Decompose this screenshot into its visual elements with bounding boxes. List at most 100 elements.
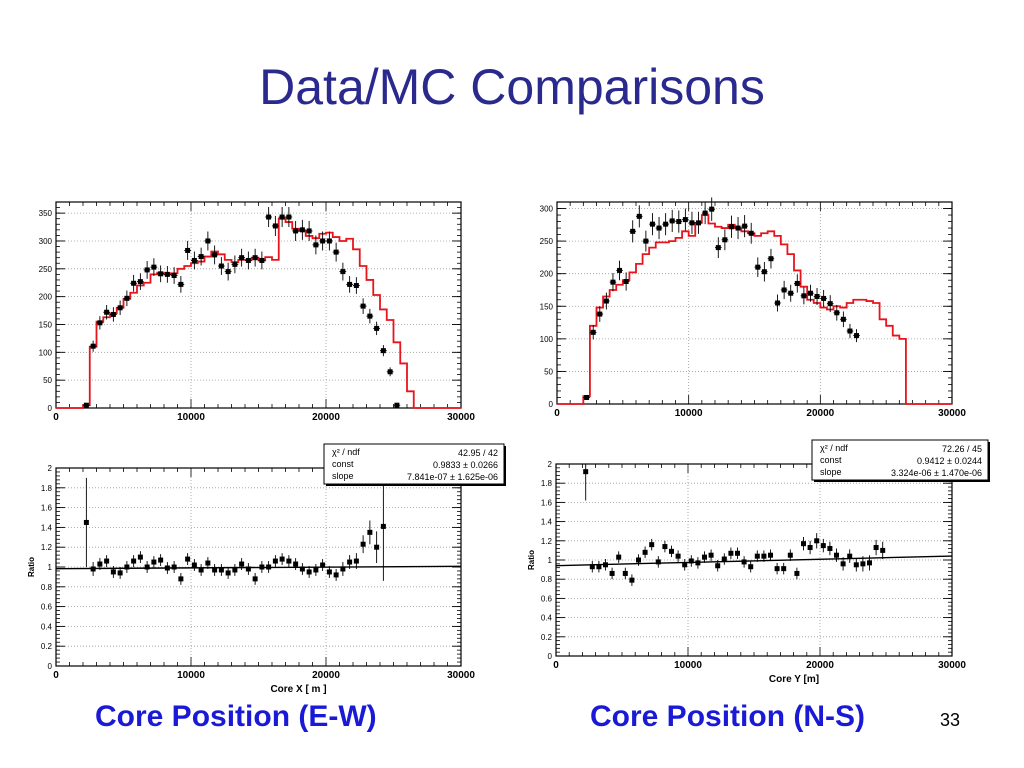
data-point: [266, 214, 272, 220]
ratio-point: [609, 570, 615, 576]
data-point: [748, 230, 754, 236]
x-tick-label: 10000: [674, 660, 702, 671]
ratio-point: [728, 550, 734, 556]
ratio-point: [185, 556, 191, 562]
ratio-point: [768, 552, 773, 558]
data-point: [715, 245, 721, 251]
data-point: [742, 223, 748, 229]
y-tick-label: 1: [48, 563, 53, 572]
data-point: [279, 214, 285, 220]
x-tick-label: 10000: [177, 670, 205, 681]
ratio-point: [286, 558, 292, 564]
data-point: [185, 247, 191, 253]
data-point: [218, 263, 224, 269]
data-point: [807, 290, 813, 296]
y-tick-label: 50: [544, 367, 553, 376]
ratio-point: [151, 559, 157, 565]
ratio-point: [360, 541, 366, 547]
ratio-point: [669, 548, 674, 554]
data-point: [636, 213, 642, 219]
ratio-point: [741, 559, 747, 565]
data-point: [97, 320, 103, 326]
data-point: [353, 283, 359, 289]
ratio-point: [847, 553, 853, 559]
ratio-point: [144, 564, 150, 570]
y-tick-label: 1.6: [541, 498, 553, 507]
data-point: [137, 279, 143, 285]
y-tick-label: 100: [540, 335, 554, 344]
data-point: [239, 255, 245, 261]
data-point: [827, 301, 833, 307]
data-point: [104, 309, 110, 315]
x-tick-label: 0: [553, 660, 559, 671]
y-tick-label: 150: [39, 320, 53, 329]
data-point: [722, 237, 728, 243]
ratio-point: [589, 564, 595, 570]
data-point: [597, 311, 603, 317]
y-tick-label: 1.6: [41, 504, 53, 513]
y-tick-label: 0: [548, 652, 553, 661]
y-tick-label: 200: [39, 293, 53, 302]
data-point: [676, 219, 682, 225]
y-tick-label: 250: [39, 265, 53, 274]
data-point: [374, 325, 380, 331]
ratio-point: [583, 469, 589, 475]
data-point: [821, 295, 827, 301]
ratio-point: [649, 542, 655, 548]
mc-histogram-line: [557, 214, 952, 405]
data-point: [584, 394, 590, 400]
ratio-point: [380, 523, 386, 529]
stats-box: [323, 443, 505, 485]
mc-histogram-line: [56, 217, 461, 409]
histogram-core-y: 0 10000 20000 30000 0 50 100 150 200 250 300: [540, 197, 966, 419]
data-point: [320, 238, 326, 244]
ratio-point: [353, 558, 359, 564]
ratio-point: [131, 558, 137, 564]
ratio-point: [239, 561, 245, 567]
data-point: [617, 267, 623, 273]
data-point: [788, 290, 794, 296]
data-point: [131, 280, 137, 286]
data-point: [225, 269, 231, 275]
page-number: 33: [940, 710, 961, 730]
data-point: [603, 298, 609, 304]
x-tick-label: 20000: [806, 408, 834, 419]
ratio-point: [158, 557, 164, 563]
data-point: [191, 257, 197, 263]
data-point: [761, 269, 767, 275]
data-point: [854, 333, 860, 339]
ratio-point: [104, 558, 110, 564]
ratio-point: [807, 545, 813, 551]
ratio-point: [642, 549, 648, 555]
stats-label: const: [332, 459, 354, 469]
data-point: [781, 287, 787, 293]
data-point: [709, 206, 715, 212]
y-tick-label: 300: [540, 205, 554, 214]
ratio-point: [814, 538, 820, 544]
ratio-point: [675, 553, 681, 559]
ratio-point: [695, 560, 701, 566]
x-tick-label: 20000: [312, 412, 340, 423]
ratio-point: [374, 544, 380, 550]
ratio-point: [616, 554, 622, 560]
ratio-point: [198, 567, 204, 573]
y-tick-label: 100: [39, 348, 53, 357]
data-point: [380, 348, 386, 354]
ratio-point: [873, 545, 879, 551]
data-point: [728, 224, 734, 230]
data-point: [768, 256, 774, 262]
y-tick-label: 250: [540, 237, 554, 246]
stats-value: 72.26 / 45: [942, 444, 982, 454]
data-point: [252, 255, 258, 261]
caption-core-position-ns: Core Position (N-S): [590, 700, 865, 733]
data-point: [623, 278, 629, 284]
data-point: [360, 303, 366, 309]
data-point: [643, 238, 649, 244]
y-tick-label: 1.2: [41, 543, 53, 552]
data-point: [286, 214, 292, 220]
ratio-point: [794, 570, 800, 576]
y-tick-label: 0.4: [41, 622, 53, 631]
ratio-point: [137, 554, 143, 560]
y-tick-label: 200: [540, 270, 554, 279]
y-tick-label: 1.8: [41, 484, 53, 493]
